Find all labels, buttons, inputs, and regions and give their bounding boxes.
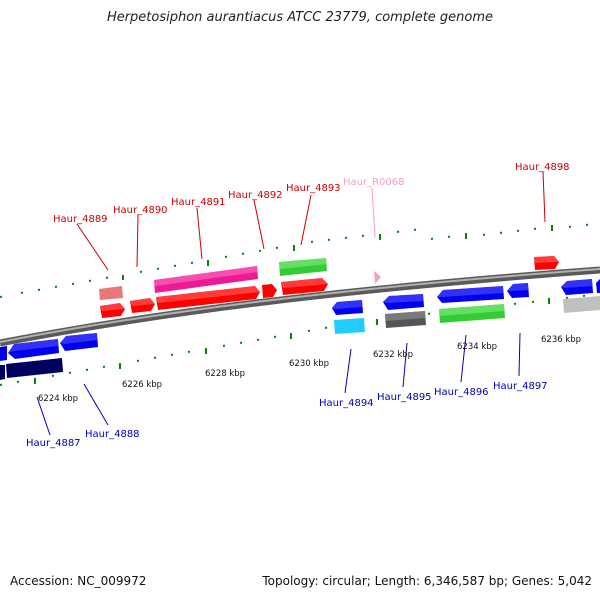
gene-haur-r0068[interactable] [374,271,381,284]
axis-label-6226: 6226 kbp [122,380,162,390]
top-gene-labels: Haur_4889 Haur_4890 Haur_4891 Haur_4892 … [53,162,570,225]
gene-haur-4890[interactable] [130,298,155,313]
axis-label-6236: 6236 kbp [541,335,581,345]
outer-tick-track-top [0,223,589,298]
gene-haur-4898[interactable] [534,256,559,270]
gene-label-haur-4890: Haur_4890 [113,205,168,216]
gene-label-haur-4898: Haur_4898 [515,162,570,173]
gene-haur-4894[interactable] [332,300,365,334]
reverse-strand-genes [0,279,600,380]
gene-label-haur-4895: Haur_4895 [377,392,432,403]
axis-label-6234: 6234 kbp [457,342,497,352]
gene-label-haur-4896: Haur_4896 [434,387,489,398]
axis-label-6232: 6232 kbp [373,350,413,360]
position-labels: 6224 kbp 6226 kbp 6228 kbp 6230 kbp 6232… [38,335,581,404]
gene-label-haur-4891: Haur_4891 [171,197,226,208]
accession-label: Accession: NC_009972 [10,574,147,588]
gene-label-haur-4897: Haur_4897 [493,381,548,392]
gene-label-haur-4889: Haur_4889 [53,214,108,225]
map-title: Herpetosiphon aurantiacus ATCC 23779, co… [106,10,494,25]
gene-label-haur-4892: Haur_4892 [228,190,283,201]
gene-haur-4893[interactable] [279,258,328,295]
gene-haur-4888[interactable] [60,333,98,351]
gene-haur-4895[interactable] [383,294,426,328]
top-label-leaders [76,171,546,271]
gene-haur-4892[interactable] [262,284,277,298]
gene-right-edge[interactable] [561,279,600,313]
axis-label-6230: 6230 kbp [289,359,329,369]
gene-label-haur-r0068: Haur_R0068 [343,177,405,188]
bottom-label-leaders [36,332,521,436]
forward-strand-genes [99,256,559,318]
chromosome-backbone [0,266,600,347]
gene-haur-4889[interactable] [99,286,125,318]
gene-haur-4891[interactable] [154,266,260,310]
gene-label-haur-4887: Haur_4887 [26,438,81,449]
gene-haur-4897[interactable] [507,283,529,298]
gene-label-haur-4894: Haur_4894 [319,398,374,409]
gene-label-haur-4893: Haur_4893 [286,183,341,194]
bottom-gene-labels: Haur_4887 Haur_4888 Haur_4894 Haur_4895 … [26,381,548,449]
gene-label-haur-4888: Haur_4888 [85,429,140,440]
axis-label-6228: 6228 kbp [205,369,245,379]
axis-label-6224: 6224 kbp [38,394,78,404]
gene-haur-4887[interactable] [0,339,63,380]
genome-summary-label: Topology: circular; Length: 6,346,587 bp… [262,574,592,588]
gene-haur-4896[interactable] [437,286,505,323]
